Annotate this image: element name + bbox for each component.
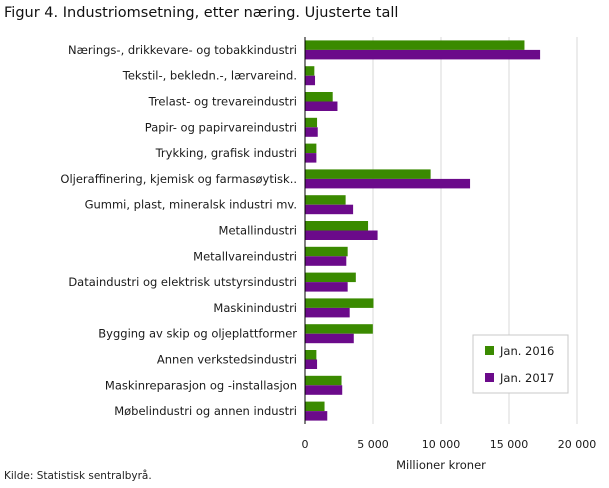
- bar-jan-2016: [305, 66, 315, 76]
- legend: Jan. 2016 Jan. 2017: [472, 334, 569, 394]
- bar-jan-2016: [305, 221, 369, 231]
- category-label: Maskinreparasjon og -installasjon: [105, 378, 297, 392]
- bar-jan-2017: [305, 385, 343, 395]
- category-label: Metallvareindustri: [193, 249, 297, 263]
- bar-jan-2017: [305, 256, 347, 266]
- bars: [305, 40, 541, 421]
- category-label: Papir- og papirvareindustri: [145, 120, 297, 134]
- bar-jan-2016: [305, 246, 348, 257]
- x-tick-labels: 0 5 000 10 000 15 000 20 000: [302, 438, 597, 451]
- bar-jan-2016: [305, 298, 374, 308]
- source-note: Kilde: Statistisk sentralbyrå.: [4, 470, 152, 482]
- category-label: Gummi, plast, mineralsk industri mv.: [85, 198, 297, 212]
- category-label: Oljeraffinering, kjemisk og farmasøytisk…: [60, 172, 297, 186]
- legend-label: Jan. 2016: [499, 344, 554, 358]
- bar-jan-2017: [305, 178, 471, 189]
- bar-jan-2017: [305, 75, 316, 86]
- bar-jan-2016: [305, 169, 431, 179]
- category-label: Annen verkstedsindustri: [157, 353, 297, 367]
- bar-jan-2016: [305, 40, 525, 50]
- x-tick-label: 5 000: [357, 438, 389, 451]
- bar-jan-2017: [305, 307, 350, 318]
- bar-jan-2016: [305, 92, 333, 102]
- category-label: Tekstil-, bekledn.-, lærvareind.: [122, 69, 297, 83]
- bar-jan-2016: [305, 324, 373, 334]
- x-tick-label: 0: [302, 438, 309, 451]
- x-tick-label: 15 000: [490, 438, 529, 451]
- bar-jan-2017: [305, 101, 338, 111]
- category-label: Dataindustri og elektrisk utstyrsindustr…: [68, 275, 297, 289]
- bar-jan-2017: [305, 204, 354, 215]
- category-label: Trelast- og trevareindustri: [148, 95, 297, 109]
- bar-jan-2016: [305, 143, 317, 154]
- category-label: Møbelindustri og annen industri: [114, 404, 297, 418]
- category-label: Maskinindustri: [213, 301, 297, 315]
- legend-swatch: [485, 346, 494, 355]
- bar-jan-2017: [305, 230, 378, 240]
- x-axis-title: Millioner kroner: [396, 458, 486, 472]
- bar-jan-2016: [305, 195, 346, 205]
- bar-jan-2017: [305, 359, 318, 369]
- bar-jan-2017: [305, 411, 328, 421]
- bar-jan-2016: [305, 375, 342, 386]
- x-tick-label: 20 000: [558, 438, 597, 451]
- category-label: Bygging av skip og oljeplattformer: [98, 327, 297, 341]
- bar-jan-2016: [305, 350, 317, 360]
- legend-label: Jan. 2017: [499, 371, 554, 385]
- legend-swatch: [485, 373, 494, 382]
- bar-jan-2016: [305, 117, 318, 128]
- bar-jan-2017: [305, 282, 348, 292]
- category-label: Trykking, grafisk industri: [155, 146, 297, 160]
- bar-jan-2016: [305, 401, 325, 412]
- bar-jan-2017: [305, 127, 318, 137]
- category-label: Metallindustri: [219, 224, 297, 238]
- bar-jan-2017: [305, 153, 317, 163]
- category-label: Nærings-, drikkevare- og tobakkindustri: [68, 43, 297, 57]
- legend-box: [472, 334, 569, 394]
- bar-jan-2017: [305, 333, 354, 344]
- bar-jan-2016: [305, 272, 356, 283]
- bar-jan-2017: [305, 49, 541, 60]
- x-tick-label: 10 000: [422, 438, 461, 451]
- category-labels: Nærings-, drikkevare- og tobakkindustri T…: [60, 43, 297, 418]
- chart-title: Figur 4. Industriomsetning, etter næring…: [4, 5, 399, 21]
